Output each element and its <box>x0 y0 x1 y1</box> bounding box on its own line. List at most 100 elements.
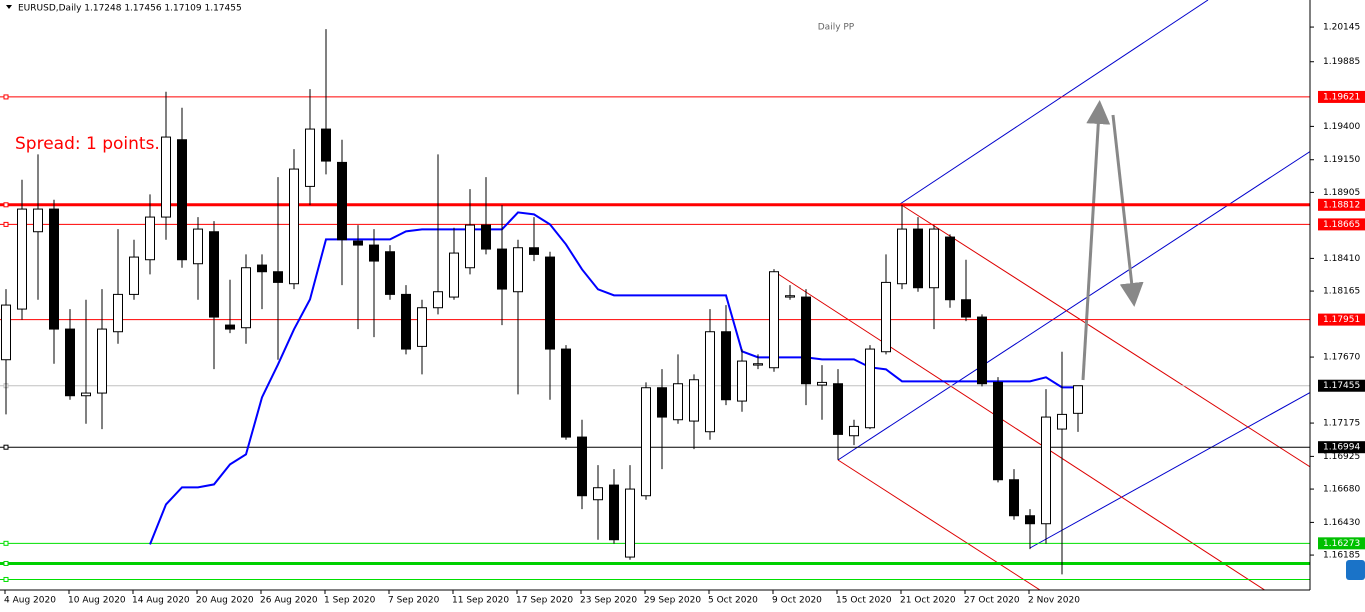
candle-body <box>897 228 907 285</box>
candle-body <box>753 363 763 366</box>
level-label: 1.18812 <box>1323 200 1360 210</box>
y-tick-label: 1.19400 <box>1323 122 1360 132</box>
candle-body <box>33 208 43 233</box>
candle-body <box>881 281 891 353</box>
candle-body <box>609 484 619 541</box>
candle-body <box>673 383 683 421</box>
menu-icon[interactable] <box>6 5 12 9</box>
level-label: 1.17951 <box>1323 315 1360 325</box>
level-label: 1.16273 <box>1323 539 1360 549</box>
candle-body <box>433 291 443 309</box>
candle-body <box>833 383 843 435</box>
candle-body <box>545 256 555 350</box>
candle-body <box>625 488 635 558</box>
x-tick-label: 23 Sep 2020 <box>580 596 637 606</box>
candle-body <box>817 381 827 386</box>
candle-body <box>865 348 875 429</box>
level-handle <box>3 94 9 100</box>
candle-body <box>65 328 75 397</box>
candle-body <box>385 251 395 295</box>
level-label-bg <box>1318 441 1365 454</box>
y-tick-label: 1.18905 <box>1323 188 1360 198</box>
candle-body <box>721 331 731 401</box>
candle-body <box>593 487 603 501</box>
candle-body <box>689 379 699 422</box>
candle-body <box>529 247 539 255</box>
candle-body <box>49 208 59 330</box>
y-tick-label: 1.16680 <box>1323 485 1360 495</box>
candle-body <box>81 392 91 397</box>
level-label-bg <box>1318 379 1365 392</box>
annotation: Spread: 1 points. <box>15 134 160 154</box>
y-tick-label: 1.17670 <box>1323 353 1360 363</box>
candle-body <box>945 236 955 301</box>
candle-body <box>353 240 363 246</box>
candle-body <box>193 228 203 265</box>
x-tick-label: 7 Sep 2020 <box>388 596 440 606</box>
level-handle <box>3 221 9 227</box>
x-tick-label: 9 Oct 2020 <box>772 596 822 606</box>
level-handle <box>3 202 9 208</box>
candle-body <box>1009 479 1019 517</box>
indicator-line <box>149 211 1078 545</box>
candle-body <box>785 295 795 298</box>
level-label: 1.19621 <box>1323 92 1360 102</box>
candle-body <box>369 244 379 262</box>
x-tick-label: 17 Sep 2020 <box>516 596 573 606</box>
candle-body <box>657 387 667 418</box>
x-tick-label: 10 Aug 2020 <box>68 596 126 606</box>
level-handle <box>3 540 9 546</box>
y-tick-label: 1.18410 <box>1323 254 1360 264</box>
candle-body <box>337 161 347 241</box>
candle-body <box>225 324 235 330</box>
x-tick-label: 14 Aug 2020 <box>132 596 190 606</box>
candle-body <box>1025 515 1035 525</box>
arrows <box>1081 100 1144 381</box>
trendlines <box>774 0 1310 590</box>
level-label-bg <box>1318 537 1365 550</box>
candle-body <box>289 168 299 285</box>
x-tick-label: 2 Nov 2020 <box>1028 596 1080 606</box>
candle-body <box>497 248 507 290</box>
app-icon[interactable] <box>1346 560 1365 580</box>
y-tick-label: 1.19885 <box>1323 57 1360 67</box>
candle-body <box>1041 416 1051 525</box>
candle-body <box>97 328 107 394</box>
y-tick-label: 1.17175 <box>1323 419 1360 429</box>
level-label-bg <box>1318 90 1365 103</box>
candle-body <box>1073 385 1083 414</box>
candle-body <box>641 387 651 497</box>
candle-body <box>1 304 11 361</box>
candle-body <box>257 264 267 273</box>
candle-body <box>305 128 315 187</box>
candle-body <box>209 231 219 318</box>
x-tick-label: 5 Oct 2020 <box>708 596 758 606</box>
candle-body <box>113 293 123 333</box>
y-tick-label: 1.18165 <box>1323 287 1360 297</box>
y-tick-label: 1.16925 <box>1323 452 1360 462</box>
x-tick-label: 15 Oct 2020 <box>836 596 892 606</box>
candle-body <box>449 252 459 298</box>
x-tick-label: 20 Aug 2020 <box>196 596 254 606</box>
candle-body <box>769 271 779 369</box>
x-tick-label: 4 Aug 2020 <box>4 596 56 606</box>
level-label: 1.16994 <box>1323 443 1360 453</box>
y-tick-label: 1.20145 <box>1323 23 1360 33</box>
candle-body <box>145 216 155 261</box>
x-tick-label: 11 Sep 2020 <box>452 596 509 606</box>
candle-body <box>737 360 747 402</box>
candle-body <box>561 348 571 438</box>
candle-body <box>321 128 331 162</box>
candle-body <box>465 224 475 269</box>
x-tick-label: 1 Sep 2020 <box>324 596 376 606</box>
level-label-bg <box>1318 198 1365 211</box>
x-tick-label: 27 Oct 2020 <box>964 596 1020 606</box>
candle-body <box>241 267 251 329</box>
level-handle <box>3 444 9 450</box>
indicator-name: Daily PP <box>818 23 855 33</box>
x-tick-label: 26 Aug 2020 <box>260 596 318 606</box>
y-tick-label: 1.16185 <box>1323 551 1360 561</box>
candle-body <box>961 299 971 318</box>
candle-body <box>401 293 411 350</box>
